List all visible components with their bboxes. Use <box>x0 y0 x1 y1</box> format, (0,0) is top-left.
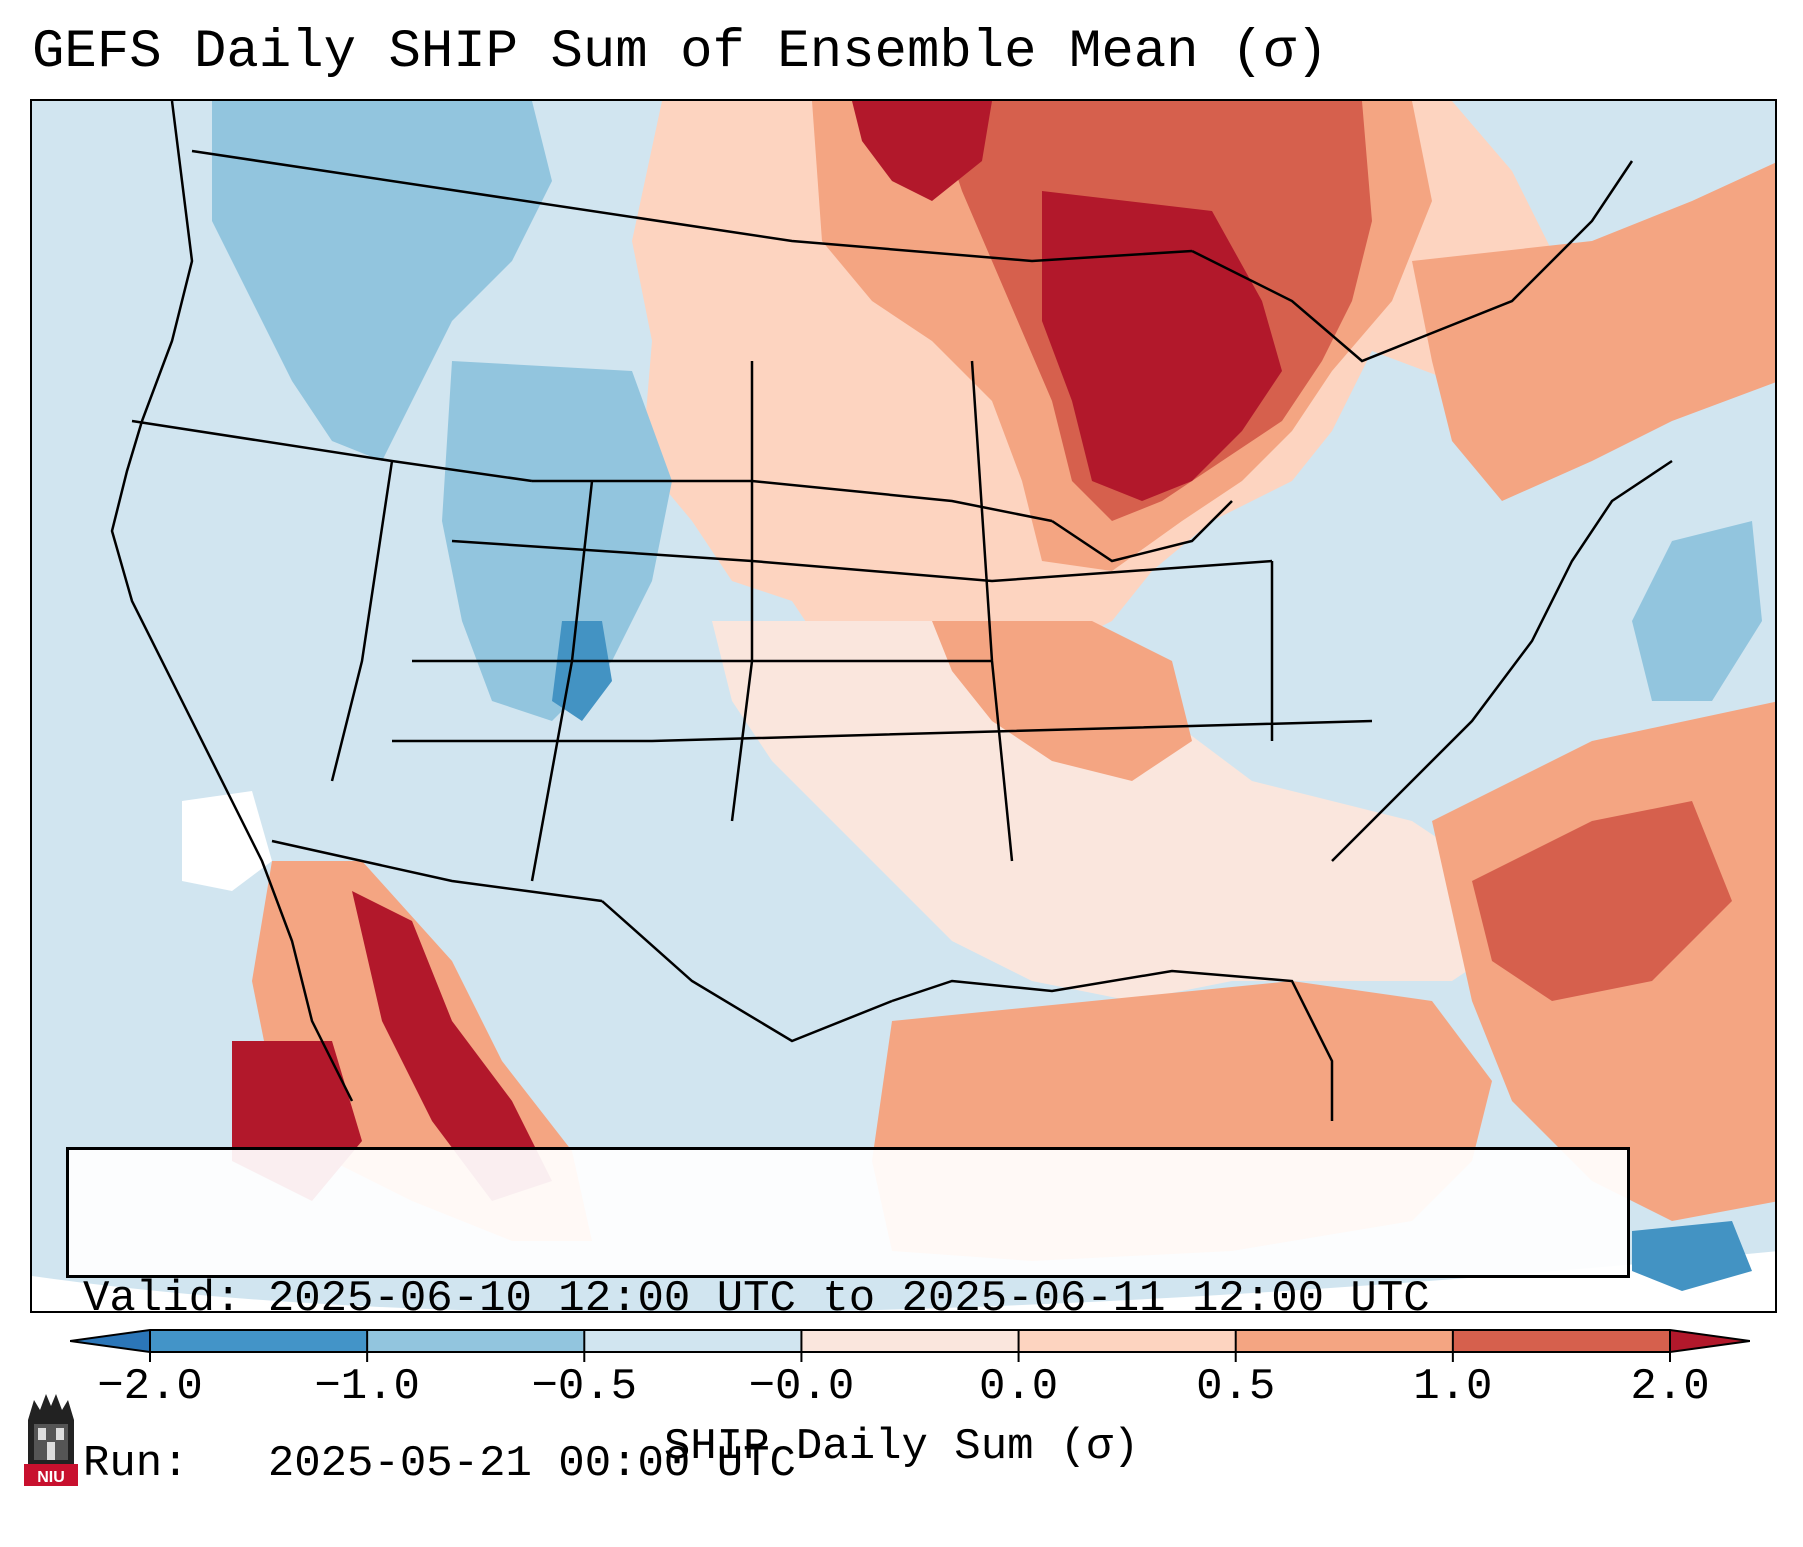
max-warm-sierra <box>352 891 552 1201</box>
plains-border <box>970 360 1014 862</box>
run-value: 2025-05-21 00:00 UTC <box>267 1439 796 1489</box>
strong-cool-colorado <box>552 621 612 721</box>
northeast-border <box>1191 160 1634 363</box>
political-boundaries <box>110 101 1673 1121</box>
valid-run-info-box: Valid: 2025-06-10 12:00 UTC to 2025-06-1… <box>66 1147 1630 1489</box>
warm-region-northeast <box>1412 162 1775 501</box>
colorbar-extend-low <box>70 1330 150 1352</box>
state-line-5 <box>392 719 1373 743</box>
mexico-border-west <box>271 839 603 903</box>
map-panel <box>30 99 1777 1313</box>
anomaly-map <box>32 101 1775 1311</box>
atlantic-coastline <box>1331 459 1673 862</box>
colorbar-tick-label: −0.5 <box>531 1362 638 1412</box>
university-tower-icon: NIU <box>24 1394 78 1486</box>
logo-text: NIU <box>37 1469 65 1486</box>
projection-edge <box>32 1251 1775 1311</box>
colorbar-segment <box>1018 1330 1237 1352</box>
cool-caribbean <box>1632 1221 1752 1291</box>
run-line: Run: 2025-05-21 00:00 UTC <box>83 1437 1627 1492</box>
lake-michigan-shore <box>1051 500 1233 563</box>
colorbar-tick-label: −2.0 <box>97 1362 203 1412</box>
warm-midwest <box>932 621 1192 781</box>
pacific-coastline <box>110 101 354 1102</box>
colorbar-tick-label: 0.0 <box>978 1362 1059 1412</box>
light-warm-central <box>712 621 1512 1001</box>
colorbar-segment <box>801 1330 1020 1352</box>
valid-line: Valid: 2025-06-10 12:00 UTC to 2025-06-1… <box>83 1272 1627 1327</box>
max-warm-greatlakes <box>1042 191 1282 501</box>
valid-value: 2025-06-10 12:00 UTC to 2025-06-11 12:00… <box>267 1274 1430 1324</box>
rio-grande <box>601 900 893 1043</box>
cool-atlantic <box>1632 521 1762 701</box>
colorbar-segments <box>70 1329 1750 1353</box>
valid-label: Valid: <box>83 1274 242 1324</box>
colorbar-tick-marks <box>149 1330 1671 1362</box>
wyoming-border <box>730 361 754 822</box>
canada-border <box>191 149 1193 263</box>
utah-border <box>530 480 594 882</box>
colorbar-segment <box>1452 1330 1671 1352</box>
colorbar <box>70 1329 1750 1362</box>
colorbar-segment <box>367 1330 585 1352</box>
colorbar-extend-high <box>1670 1330 1750 1352</box>
state-line-3 <box>451 539 1273 583</box>
colorbar-segment <box>150 1330 368 1352</box>
colorbar-segment <box>584 1330 802 1352</box>
colorbar-segment <box>1235 1330 1454 1352</box>
strong-warm-atlantic <box>1472 801 1732 1001</box>
cool-rockies <box>442 361 672 721</box>
colorbar-tick-label: 0.5 <box>1196 1362 1276 1412</box>
colorbar-tick-label: −1.0 <box>314 1362 420 1412</box>
state-line-2 <box>532 479 1053 523</box>
nevada-border <box>330 460 394 782</box>
colorbar-tick-label: 1.0 <box>1413 1362 1493 1412</box>
map-title: GEFS Daily SHIP Sum of Ensemble Mean (σ) <box>32 22 1329 83</box>
colorbar-tick-label: 2.0 <box>1630 1362 1710 1412</box>
neutral-pacific <box>182 791 272 891</box>
run-label: Run: <box>83 1439 189 1489</box>
colorbar-label: SHIP Daily Sum (σ) <box>663 1422 1140 1472</box>
max-warm-north <box>852 101 992 201</box>
colorbar-tick-label: −0.0 <box>748 1362 855 1412</box>
gulf-coastline <box>891 969 1334 1121</box>
